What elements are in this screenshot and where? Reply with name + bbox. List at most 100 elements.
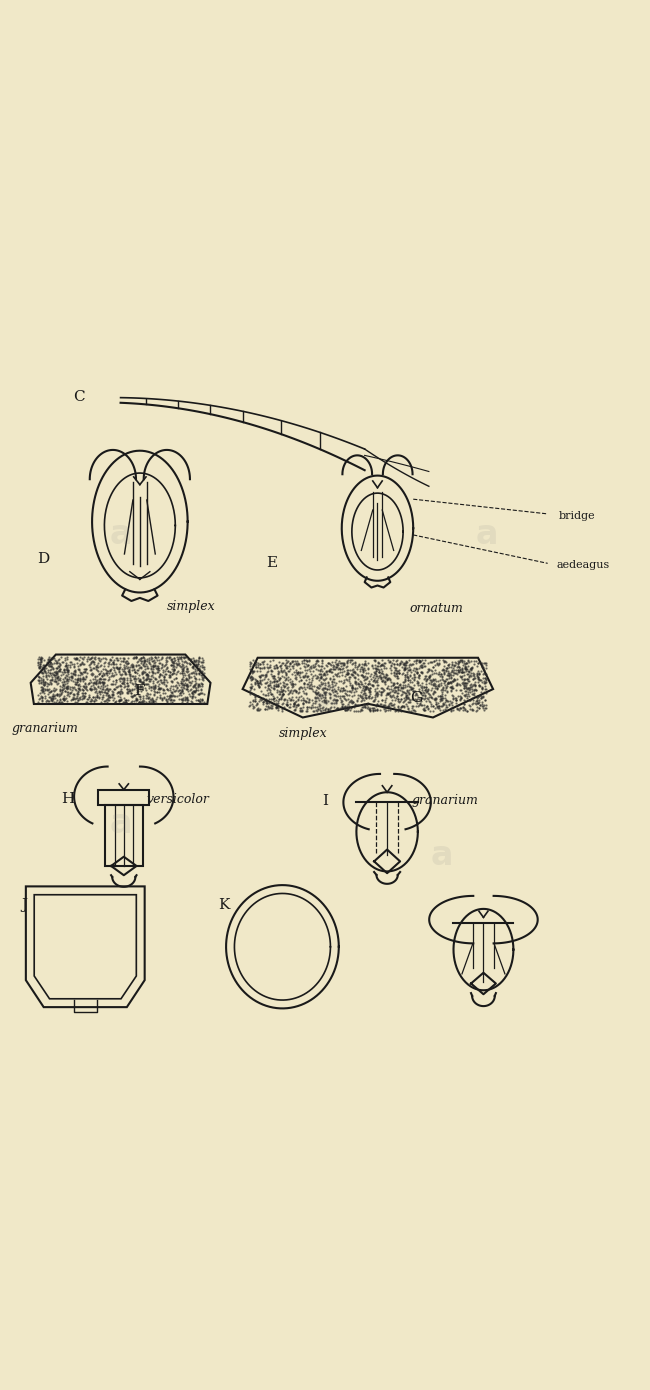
Point [139,649,150,671]
Point [318,691,329,713]
Point [318,664,328,687]
Point [447,657,458,680]
Point [302,664,312,687]
Point [81,651,92,673]
Point [426,694,436,716]
Point [75,652,86,674]
Point [310,682,320,705]
Point [67,667,77,689]
Point [468,664,478,687]
Point [363,678,374,701]
Point [47,646,58,669]
Point [294,698,305,720]
Point [324,653,335,676]
Point [100,648,110,670]
Point [298,692,308,714]
Point [194,659,205,681]
Point [41,691,51,713]
Point [361,687,372,709]
Point [317,691,327,713]
Point [445,676,456,698]
Point [42,651,52,673]
Point [46,648,56,670]
Point [114,659,124,681]
Point [358,660,368,682]
Point [62,659,73,681]
Point [192,655,202,677]
Point [194,667,204,689]
Point [127,687,137,709]
Point [476,681,486,703]
Point [321,689,332,712]
Point [120,662,130,684]
Point [36,656,47,678]
Point [268,677,279,699]
Point [389,662,400,684]
Point [86,646,97,669]
Point [102,652,112,674]
Point [341,652,352,674]
Point [398,695,408,717]
Point [462,677,472,699]
Point [57,671,67,694]
Point [460,699,470,721]
Point [90,688,101,710]
Point [146,656,157,678]
Point [51,670,61,692]
Point [140,667,151,689]
Point [158,671,168,694]
Point [450,655,461,677]
Point [62,656,72,678]
Point [310,653,320,676]
Point [182,688,192,710]
Point [385,662,396,684]
Point [391,671,402,694]
Point [456,696,466,719]
Point [396,677,406,699]
Point [422,680,432,702]
Point [92,684,102,706]
Point [86,689,96,712]
Point [299,655,309,677]
Point [402,696,413,719]
Point [447,651,458,673]
Point [339,687,350,709]
Point [354,667,364,689]
Point [63,670,73,692]
Point [402,680,412,702]
Point [356,681,366,703]
Point [138,660,148,682]
Point [129,674,140,696]
Point [424,687,434,709]
Point [445,698,456,720]
Point [376,667,386,689]
Point [270,695,281,717]
Point [341,656,351,678]
Point [462,669,472,691]
Text: I: I [322,794,328,808]
Point [70,659,81,681]
Point [168,674,179,696]
Point [265,651,275,673]
Point [101,682,111,705]
Point [368,698,378,720]
Point [172,685,183,708]
Point [131,646,141,669]
Point [328,692,339,714]
Point [138,662,148,684]
Point [281,649,291,671]
Point [68,663,78,685]
Point [474,684,485,706]
Point [448,685,458,708]
Point [328,655,339,677]
Point [280,660,290,682]
Point [124,671,135,694]
Point [161,646,171,669]
Point [261,664,271,687]
Point [464,677,474,699]
Point [321,692,332,714]
Point [74,678,85,701]
Point [250,678,260,701]
Point [410,699,421,721]
Point [462,663,472,685]
